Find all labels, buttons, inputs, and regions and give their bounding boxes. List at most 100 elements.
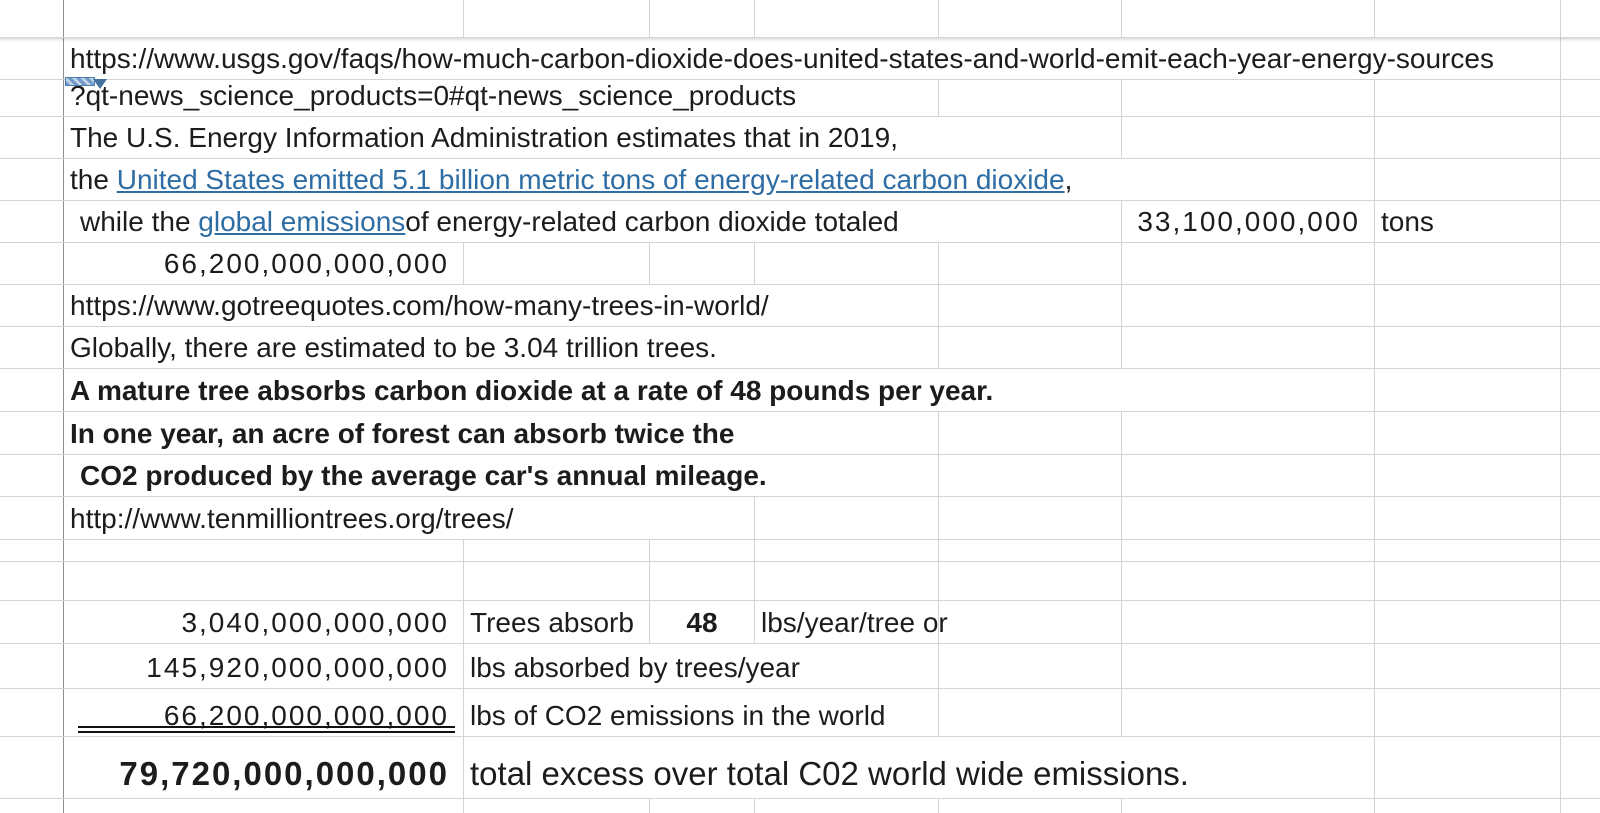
cell-empty[interactable] [1375, 644, 1561, 688]
cell-eia-statement[interactable]: The U.S. Energy Information Administrati… [64, 117, 1122, 158]
cell-empty[interactable] [755, 497, 939, 539]
cell-empty[interactable] [1561, 497, 1600, 539]
cell-empty[interactable] [1375, 159, 1561, 200]
cell-absorb-rate-unit[interactable]: lbs/year/tree or [755, 601, 948, 643]
cell-empty[interactable] [650, 243, 755, 284]
cell-empty[interactable] [1375, 80, 1561, 116]
cell-empty[interactable] [939, 455, 1122, 496]
cell-empty[interactable] [1375, 412, 1561, 454]
cell-empty[interactable] [1561, 369, 1600, 411]
cell-empty[interactable] [0, 455, 64, 496]
cell-empty[interactable] [0, 689, 64, 736]
cell-empty[interactable] [1561, 644, 1600, 688]
cell-empty[interactable] [1561, 243, 1600, 284]
cell-empty[interactable] [755, 540, 939, 561]
cell-empty[interactable] [0, 327, 64, 368]
cell-empty[interactable] [1561, 201, 1600, 242]
cell-empty[interactable] [1561, 0, 1600, 37]
cell-total-label[interactable]: total excess over total C02 world wide e… [464, 737, 1375, 798]
cell-empty[interactable] [1375, 369, 1561, 411]
cell-fact-car-co2[interactable]: CO2 produced by the average car's annual… [64, 455, 939, 496]
global-emissions-link[interactable]: global emissions [198, 205, 406, 237]
cell-empty[interactable] [0, 799, 64, 813]
cell-empty[interactable] [755, 0, 939, 37]
cell-empty[interactable] [464, 0, 650, 37]
cell-empty[interactable] [1561, 412, 1600, 454]
cell-empty[interactable] [1122, 243, 1375, 284]
cell-empty[interactable] [464, 562, 650, 600]
cell-empty[interactable] [0, 285, 64, 326]
cell-empty[interactable] [1561, 38, 1600, 79]
cell-empty[interactable] [1122, 80, 1375, 116]
cell-empty[interactable] [0, 38, 64, 79]
cell-empty[interactable] [0, 497, 64, 539]
cell-fact-absorption-rate[interactable]: A mature tree absorbs carbon dioxide at … [64, 369, 1375, 411]
cell-empty[interactable] [64, 540, 464, 561]
cell-empty[interactable] [1122, 562, 1375, 600]
cell-empty[interactable] [1375, 117, 1561, 158]
cell-empty[interactable] [1561, 455, 1600, 496]
cell-empty[interactable] [1122, 799, 1375, 813]
cell-empty[interactable] [939, 412, 1122, 454]
cell-absorb-rate-value[interactable]: 48 [650, 601, 755, 643]
cell-empty[interactable] [755, 799, 939, 813]
cell-empty[interactable] [939, 285, 1122, 326]
cell-empty[interactable] [939, 0, 1122, 37]
cell-empty[interactable] [1375, 285, 1561, 326]
cell-world-emissions-lbs[interactable]: 66,200,000,000,000 [64, 243, 464, 284]
cell-empty[interactable] [0, 644, 64, 688]
cell-tree-count[interactable]: 3,040,000,000,000 [64, 601, 464, 643]
cell-empty[interactable] [0, 243, 64, 284]
cell-empty[interactable] [64, 562, 464, 600]
cell-empty[interactable] [1122, 455, 1375, 496]
cell-empty[interactable] [0, 412, 64, 454]
cell-empty[interactable] [1122, 285, 1375, 326]
cell-empty[interactable] [939, 644, 1122, 688]
cell-empty[interactable] [1122, 497, 1375, 539]
cell-empty[interactable] [0, 117, 64, 158]
cell-emissions-label[interactable]: lbs of CO2 emissions in the world [464, 689, 939, 736]
cell-gotreequotes-url[interactable]: https://www.gotreequotes.com/how-many-tr… [64, 285, 939, 326]
cell-usgs-url-line2[interactable]: ?qt-news_science_products=0#qt-news_scie… [64, 80, 939, 116]
cell-empty[interactable] [0, 159, 64, 200]
cell-global-emissions-value[interactable]: 33,100,000,000 [1122, 201, 1375, 242]
cell-empty[interactable] [650, 540, 755, 561]
cell-fact-acre-forest[interactable]: In one year, an acre of forest can absor… [64, 412, 939, 454]
cell-empty[interactable] [650, 562, 755, 600]
cell-empty[interactable] [939, 327, 1122, 368]
cell-empty[interactable] [1122, 689, 1375, 736]
cell-empty[interactable] [939, 497, 1122, 539]
cell-empty[interactable] [1561, 689, 1600, 736]
cell-empty[interactable] [464, 799, 650, 813]
cell-us-emissions[interactable]: the United States emitted 5.1 billion me… [64, 159, 1375, 200]
cell-emissions-value[interactable]: 66,200,000,000,000 [64, 689, 464, 736]
cell-absorbed-value[interactable]: 145,920,000,000,000 [64, 644, 464, 688]
cell-empty[interactable] [1561, 327, 1600, 368]
cell-empty[interactable] [64, 0, 464, 37]
cell-empty[interactable] [939, 80, 1122, 116]
cell-empty[interactable] [1561, 737, 1600, 798]
cell-empty[interactable] [1561, 601, 1600, 643]
cell-empty[interactable] [1122, 327, 1375, 368]
cell-empty[interactable] [939, 243, 1122, 284]
cell-empty[interactable] [1561, 159, 1600, 200]
cell-empty[interactable] [1375, 327, 1561, 368]
cell-empty[interactable] [939, 689, 1122, 736]
cell-empty[interactable] [0, 540, 64, 561]
cell-empty[interactable] [0, 369, 64, 411]
cell-empty[interactable] [0, 562, 64, 600]
cell-empty[interactable] [939, 799, 1122, 813]
cell-empty[interactable] [1375, 562, 1561, 600]
cell-empty[interactable] [755, 562, 939, 600]
cell-empty[interactable] [650, 0, 755, 37]
us-emissions-link[interactable]: United States emitted 5.1 billion metric… [116, 163, 1065, 195]
cell-empty[interactable] [1375, 497, 1561, 539]
cell-total-value[interactable]: 79,720,000,000,000 [64, 737, 464, 798]
cell-empty[interactable] [0, 0, 64, 37]
cell-empty[interactable] [1122, 540, 1375, 561]
cell-empty[interactable] [1375, 737, 1561, 798]
cell-empty[interactable] [64, 799, 464, 813]
cell-empty[interactable] [1375, 799, 1561, 813]
cell-empty[interactable] [0, 601, 64, 643]
cell-empty[interactable] [464, 540, 650, 561]
